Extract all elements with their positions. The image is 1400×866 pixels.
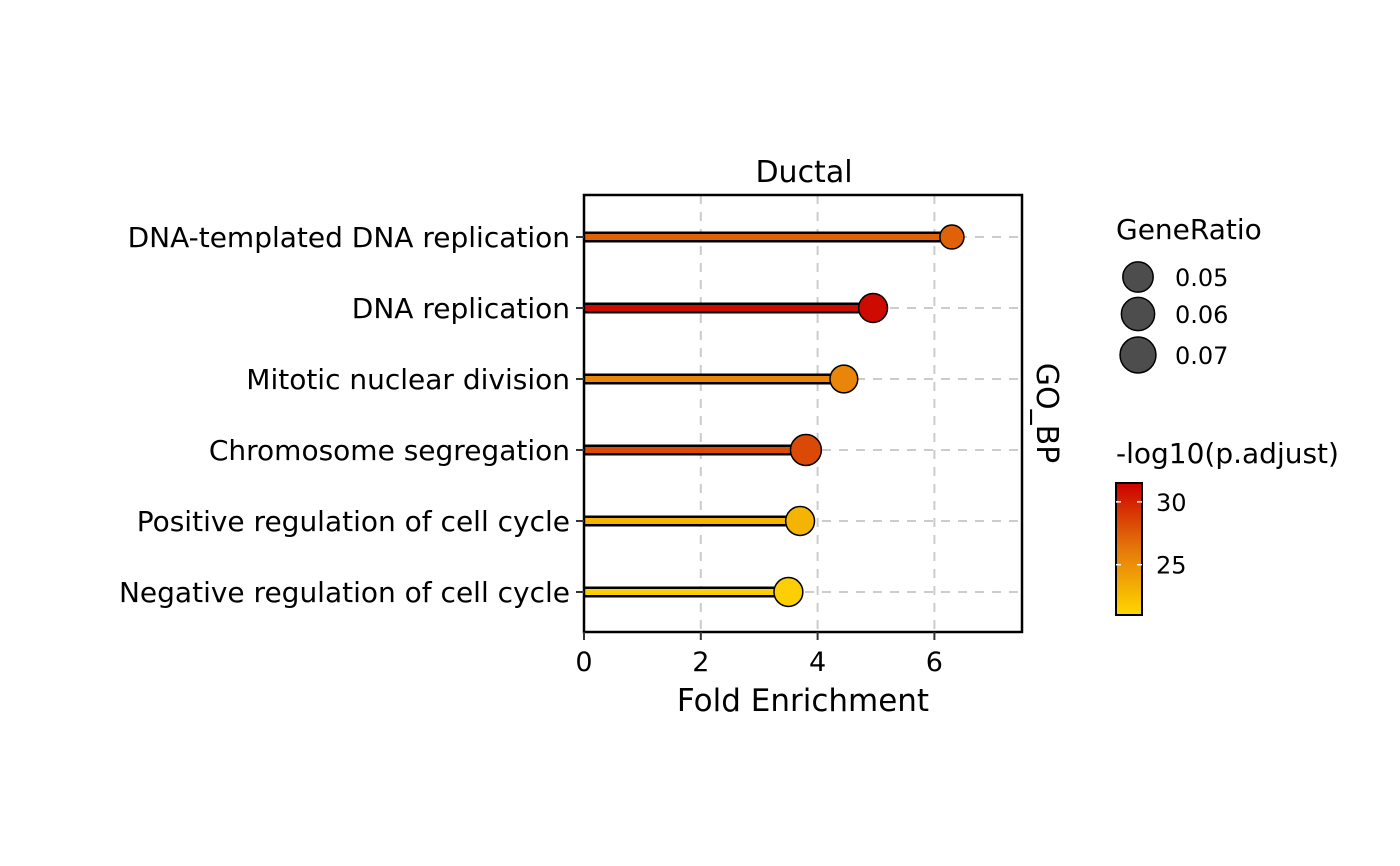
x-tick-label: 6	[926, 647, 943, 678]
lollipop-points	[773, 224, 965, 608]
gene-ratio-legend-key	[1119, 336, 1157, 374]
facet-side-label: GO_BP	[1029, 363, 1064, 464]
plot-panel-border	[582, 193, 1024, 634]
facet-title: Ductal	[755, 155, 852, 190]
y-category-label: Mitotic nuclear division	[246, 363, 570, 396]
lollipop-point	[829, 364, 859, 394]
lollipop-stem	[584, 234, 952, 240]
x-axis-ticks: 0 2 4 6	[575, 632, 943, 678]
gene-ratio-legend-title: GeneRatio	[1116, 213, 1262, 246]
lollipop-point	[857, 292, 889, 324]
color-legend-label: 25	[1156, 552, 1187, 580]
y-category-label: DNA replication	[352, 292, 570, 325]
y-category-label: DNA-templated DNA replication	[128, 221, 570, 254]
lollipop-stem	[584, 447, 806, 453]
x-tick-label: 4	[809, 647, 826, 678]
gene-ratio-legend-label: 0.07	[1175, 342, 1228, 370]
x-tick-label: 2	[692, 647, 709, 678]
color-legend-label: 30	[1156, 489, 1187, 517]
lollipop-point	[939, 224, 965, 250]
lollipop-stems	[584, 231, 952, 598]
x-axis-title: Fold Enrichment	[677, 683, 929, 719]
lollipop-stem	[584, 518, 801, 524]
lollipop-stem	[584, 589, 789, 595]
color-legend-bar	[1115, 482, 1143, 616]
lollipop-point	[773, 576, 804, 608]
lollipop-stem	[584, 376, 844, 382]
lollipop-stem	[584, 305, 874, 311]
gene-ratio-legend-key	[1122, 261, 1154, 293]
gene-ratio-legend-label: 0.06	[1175, 301, 1228, 329]
y-category-label: Chromosome segregation	[209, 434, 570, 467]
x-tick-label: 0	[575, 647, 592, 678]
color-legend-title: -log10(p.adjust)	[1116, 437, 1339, 470]
gene-ratio-legend: 0.05 0.06 0.07	[1119, 261, 1228, 374]
gene-ratio-legend-key	[1120, 296, 1156, 332]
lollipop-point	[784, 505, 816, 537]
lollipop-point	[789, 433, 823, 467]
y-category-label: Negative regulation of cell cycle	[119, 576, 570, 609]
color-legend-ticks: 30 25	[1116, 489, 1187, 580]
gene-ratio-legend-label: 0.05	[1175, 264, 1228, 292]
y-axis-category-labels: DNA-templated DNA replication DNA replica…	[119, 221, 584, 609]
grid-lines	[583, 195, 1022, 632]
y-category-label: Positive regulation of cell cycle	[137, 505, 570, 538]
